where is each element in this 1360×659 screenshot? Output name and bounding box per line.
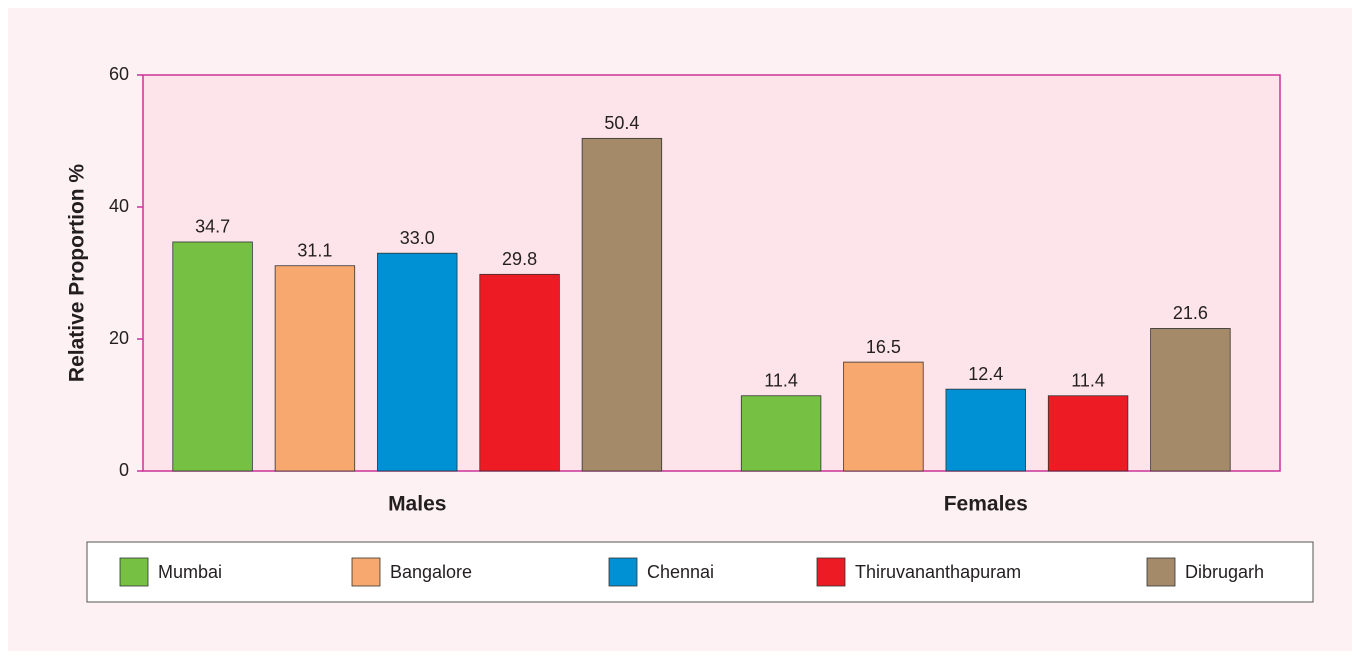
value-label: 16.5: [866, 337, 901, 357]
bar: [843, 361, 924, 472]
value-label: 31.1: [297, 240, 332, 260]
bar: [274, 265, 356, 472]
value-label: 21.6: [1173, 303, 1208, 323]
x-tick-label: Females: [944, 493, 1028, 516]
value-label: 11.4: [1071, 371, 1105, 391]
x-tick-label: Males: [388, 493, 446, 516]
bar: [581, 137, 663, 472]
legend-swatch: [1146, 557, 1176, 587]
bar: [1047, 395, 1129, 472]
legend-swatch: [816, 557, 846, 587]
value-label: 11.4: [764, 371, 798, 391]
bar: [945, 388, 1026, 472]
legend-label: Mumbai: [158, 562, 222, 582]
value-label: 12.4: [968, 364, 1003, 384]
value-label: 29.8: [502, 249, 537, 269]
legend: [86, 541, 1314, 603]
legend-label: Dibrugarh: [1185, 562, 1264, 582]
value-label: 50.4: [604, 113, 639, 133]
bar: [377, 252, 458, 472]
bar: [172, 241, 253, 472]
y-axis-label: Relative Proportion %: [66, 164, 89, 383]
legend-swatch: [608, 557, 638, 587]
bar: [1150, 328, 1231, 472]
legend-label: Chennai: [647, 562, 714, 582]
legend-swatch: [119, 557, 149, 587]
legend-label: Thiruvananthapuram: [855, 562, 1021, 582]
y-tick-label: 40: [109, 196, 129, 216]
legend-label: Bangalore: [390, 562, 472, 582]
y-tick-label: 20: [109, 328, 129, 348]
bar: [740, 395, 822, 472]
y-tick-label: 0: [119, 460, 129, 480]
legend-swatch: [351, 557, 381, 587]
value-label: 33.0: [400, 228, 435, 248]
value-label: 34.7: [195, 217, 230, 237]
y-tick-label: 60: [109, 64, 129, 84]
bar: [479, 273, 560, 472]
